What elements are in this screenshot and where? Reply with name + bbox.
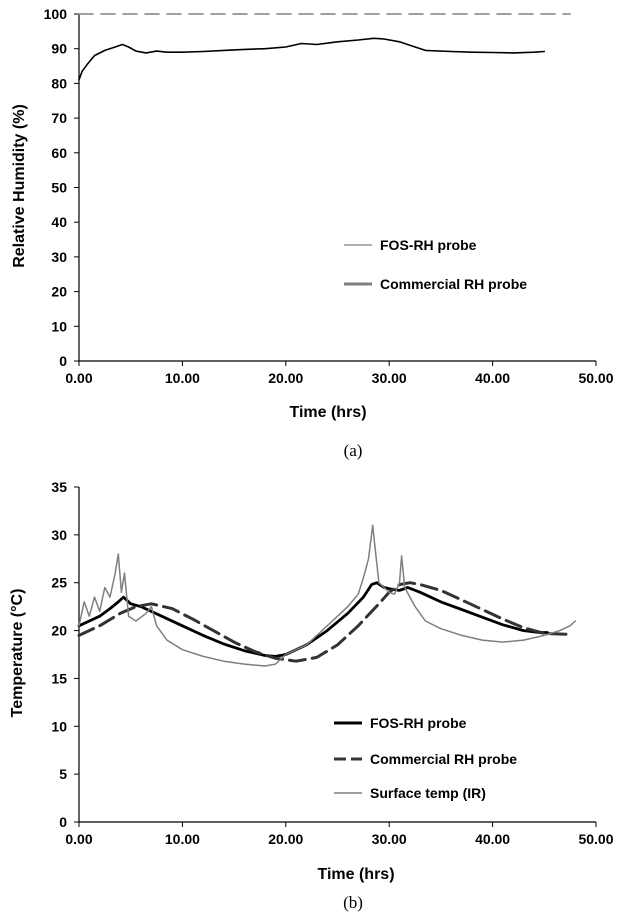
y-tick-label: 10 <box>51 318 67 334</box>
legend-label-surface-temp: Surface temp (IR) <box>370 785 486 801</box>
series-line-commercial-rh-probe <box>77 581 572 663</box>
x-tick-label: 0.00 <box>65 831 92 847</box>
series-line-fos-rh-probe <box>78 37 546 81</box>
humidity-legend: FOS-RH probe Commercial RH probe <box>344 237 527 292</box>
humidity-x-ticks: 0.00 10.00 20.00 30.00 40.00 50.00 <box>65 361 614 386</box>
legend-label-commercial-rh: Commercial RH probe <box>370 751 517 767</box>
humidity-plot-area <box>78 14 596 362</box>
y-tick-label: 70 <box>51 110 67 126</box>
temperature-plot-area <box>78 487 596 823</box>
y-tick-label: 35 <box>51 479 67 495</box>
humidity-caption: (a) <box>344 441 363 460</box>
y-tick-label: 60 <box>51 145 67 161</box>
y-tick-label: 25 <box>51 575 67 591</box>
y-tick-label: 40 <box>51 214 67 230</box>
y-tick-label: 10 <box>51 718 67 734</box>
y-tick-label: 20 <box>51 623 67 639</box>
y-tick-label: 50 <box>51 180 67 196</box>
legend-label-fos-rh: FOS-RH probe <box>370 715 467 731</box>
x-tick-label: 40.00 <box>475 370 510 386</box>
x-tick-label: 10.00 <box>165 831 200 847</box>
y-tick-label: 30 <box>51 249 67 265</box>
y-tick-label: 0 <box>59 353 67 369</box>
x-tick-label: 0.00 <box>65 370 92 386</box>
y-tick-label: 100 <box>44 6 68 22</box>
temperature-x-ticks: 0.00 10.00 20.00 30.00 40.00 50.00 <box>65 822 614 847</box>
humidity-series <box>78 13 571 81</box>
temperature-x-axis-label: Time (hrs) <box>317 866 394 883</box>
series-line-surface-temp-ir <box>78 524 577 667</box>
humidity-y-ticks: 0 10 20 30 40 50 60 70 80 90 100 <box>44 6 79 369</box>
temperature-chart: 0.00 10.00 20.00 30.00 40.00 50.00 0 5 10 15 20 25… <box>9 479 614 912</box>
humidity-y-axis-label: Relative Humidity (%) <box>11 104 28 268</box>
x-tick-label: 20.00 <box>268 370 303 386</box>
y-tick-label: 80 <box>51 75 67 91</box>
y-tick-label: 5 <box>59 766 67 782</box>
x-tick-label: 10.00 <box>165 370 200 386</box>
temperature-caption: (b) <box>343 893 363 912</box>
temperature-y-ticks: 0 5 10 15 20 25 30 35 <box>51 479 79 830</box>
x-tick-label: 50.00 <box>578 831 613 847</box>
series-line-fos-rh-probe <box>77 581 549 658</box>
x-tick-label: 50.00 <box>578 370 613 386</box>
y-tick-label: 0 <box>59 814 67 830</box>
legend-label-fos-rh: FOS-RH probe <box>380 237 477 253</box>
temperature-legend: FOS-RH probe Commercial RH probe Surface… <box>334 715 517 801</box>
y-tick-label: 30 <box>51 527 67 543</box>
legend-label-commercial-rh: Commercial RH probe <box>380 276 527 292</box>
x-tick-label: 40.00 <box>475 831 510 847</box>
y-tick-label: 20 <box>51 284 67 300</box>
x-tick-label: 20.00 <box>268 831 303 847</box>
y-tick-label: 15 <box>51 670 67 686</box>
y-tick-label: 90 <box>51 41 67 57</box>
temperature-series <box>77 524 577 667</box>
x-tick-label: 30.00 <box>372 831 407 847</box>
x-tick-label: 30.00 <box>372 370 407 386</box>
temperature-y-axis-label: Temperature (°C) <box>9 589 26 718</box>
humidity-chart: 0.00 10.00 20.00 30.00 40.00 50.00 0 10 20 30 40 5… <box>11 6 614 460</box>
humidity-x-axis-label: Time (hrs) <box>289 404 366 421</box>
